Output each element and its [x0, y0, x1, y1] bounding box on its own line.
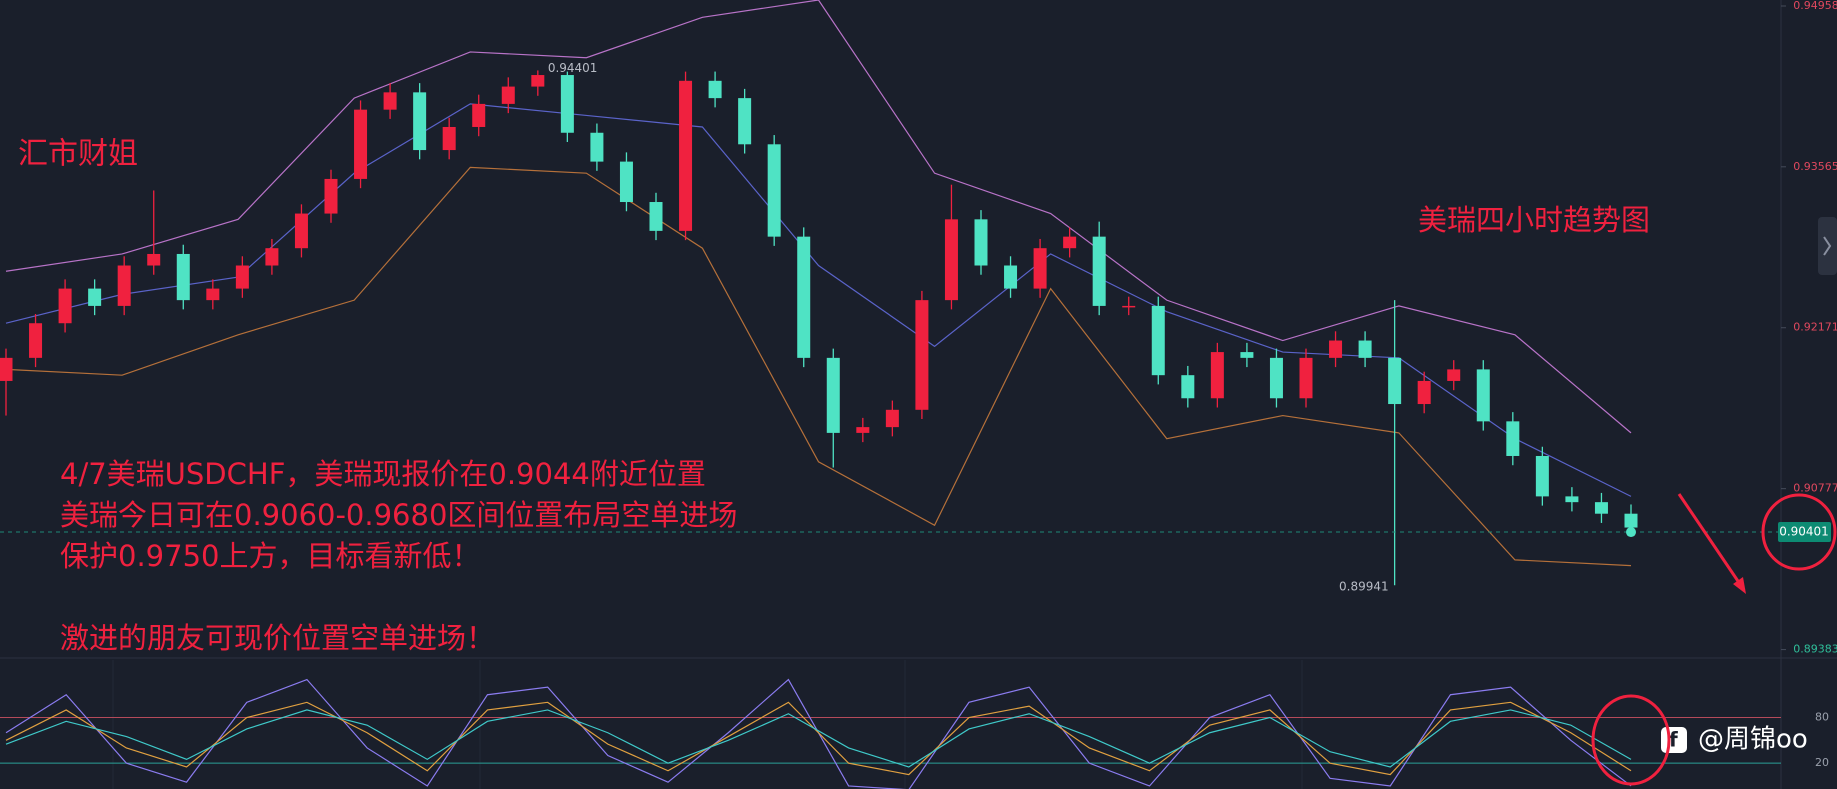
candle-body [1269, 357, 1283, 399]
candle-body [235, 265, 249, 289]
candle-body [885, 409, 899, 428]
candle-body [944, 219, 958, 301]
low-label: 0.89941 [1339, 580, 1389, 594]
candle-body [649, 202, 663, 231]
y-tick-label: 0.94958 [1793, 0, 1837, 12]
note: 保护0.9750上方，目标看新低！ [60, 539, 480, 573]
high-label: 0.94401 [548, 61, 598, 75]
note: 激进的朋友可现价位置空单进场！ [60, 621, 495, 655]
candle-body [1329, 340, 1343, 358]
candle-body [1004, 265, 1018, 289]
candle-body [708, 80, 722, 99]
y-tick-label: 0.89383 [1793, 643, 1837, 656]
watermark: 汇市财姐 [18, 137, 138, 172]
candle-body [0, 357, 13, 381]
candle-body [1506, 421, 1520, 456]
candle-body [826, 357, 840, 433]
candle-body [1594, 502, 1608, 514]
candle-body [58, 288, 72, 324]
candle-body [1210, 352, 1224, 399]
candle-body [1181, 375, 1195, 399]
candle-body [531, 75, 545, 87]
candle-body [1565, 496, 1579, 503]
highlight-circle [1591, 694, 1671, 786]
candle-body [1388, 357, 1402, 405]
candle-body [1535, 455, 1549, 497]
candle-body [501, 86, 515, 104]
candle-body [915, 300, 929, 410]
candle-body [1299, 357, 1313, 399]
price-tag [1778, 522, 1831, 543]
candle-body [472, 103, 486, 127]
candle-body [324, 178, 338, 214]
y-tick-label: 20 [1815, 756, 1829, 769]
oscillator-line [5, 701, 1632, 776]
logo-glyph: f [1669, 728, 1678, 752]
vertical-grid [112, 660, 1303, 789]
arrow-head [1733, 577, 1746, 594]
side-tab[interactable] [1818, 217, 1837, 275]
candle-body [1417, 380, 1431, 405]
arrow [1677, 493, 1746, 591]
candle-body [856, 427, 870, 433]
candle-body [1358, 340, 1372, 358]
candle-body [1122, 305, 1136, 308]
candle-body [29, 323, 43, 358]
candle-body [294, 213, 308, 249]
candle-body [590, 132, 604, 162]
candle-body [1063, 236, 1077, 249]
candle-body [265, 248, 279, 266]
candle-body [117, 265, 131, 306]
candle-body [88, 288, 102, 306]
candle-body [619, 161, 633, 203]
y-tick-label: 80 [1815, 711, 1829, 724]
candle-body [679, 80, 693, 231]
candle-body [147, 253, 161, 266]
candle-body [974, 219, 988, 266]
candle-body [413, 92, 427, 151]
price-tag-label: 0.90401 [1779, 525, 1829, 539]
candle-body [767, 144, 781, 237]
candle-body [176, 253, 190, 301]
candle-body [442, 126, 456, 151]
candle-body [206, 288, 220, 301]
candle-body [1476, 369, 1490, 422]
candle-body [1447, 369, 1461, 381]
candle-body [797, 236, 811, 358]
oscillator-line [5, 709, 1632, 768]
side-tab-arrow [1823, 236, 1832, 256]
y-tick-label: 0.93565 [1793, 160, 1837, 173]
candle-body [354, 109, 368, 179]
chart-title: 美瑞四小时趋势图 [1418, 203, 1650, 237]
y-tick-label: 0.90777 [1793, 482, 1837, 495]
note: 4/7美瑞USDCHF，美瑞现报价在0.9044附近位置 [60, 457, 706, 491]
candle-body [1240, 352, 1254, 358]
candle-body [1151, 305, 1165, 376]
candle-body [560, 75, 574, 133]
candle-body [1033, 248, 1047, 289]
current-price-dot [1626, 527, 1636, 538]
y-tick-label: 0.92171 [1793, 321, 1837, 334]
candle-body [1092, 236, 1106, 306]
bollinger-band [5, 0, 1632, 434]
highlight-circle [1761, 493, 1837, 571]
candle-body [1624, 513, 1638, 528]
credit: @周锦oo [1698, 725, 1808, 755]
candle-body [383, 92, 397, 110]
note: 美瑞今日可在0.9060-0.9680区间位置布局空单进场 [60, 498, 737, 532]
bollinger-band [5, 166, 1632, 567]
candle-body [738, 98, 752, 145]
